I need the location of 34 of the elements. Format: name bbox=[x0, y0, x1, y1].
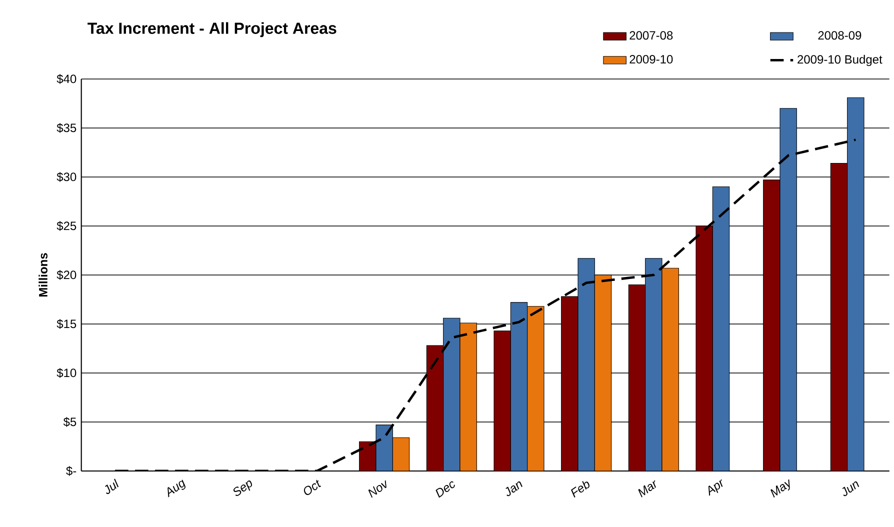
x-tick-label: Feb bbox=[570, 480, 590, 498]
bar bbox=[763, 180, 780, 471]
y-tick-label: $30 bbox=[56, 172, 76, 182]
y-axis-title: Millions bbox=[38, 253, 48, 297]
chart-title: Tax Increment - All Project Areas bbox=[88, 22, 336, 38]
legend-label: 2008-09 bbox=[818, 31, 862, 40]
legend-label: 2007-08 bbox=[630, 31, 673, 40]
x-tick-label: Dec bbox=[436, 481, 455, 498]
bar bbox=[830, 163, 848, 471]
y-tick-label: $10 bbox=[56, 368, 76, 378]
legend-label: 2009-10 bbox=[630, 55, 673, 64]
x-tick-label: Nov bbox=[368, 480, 386, 498]
y-tick-label: $35 bbox=[56, 123, 76, 133]
x-tick-label: Sep bbox=[233, 480, 252, 496]
bar bbox=[561, 296, 578, 471]
bar bbox=[696, 226, 713, 471]
legend-label: 2009-10 Budget bbox=[798, 54, 882, 66]
y-tick-label: $15 bbox=[56, 319, 76, 329]
bar bbox=[628, 284, 646, 471]
y-tick-label: $20 bbox=[56, 270, 76, 280]
bar bbox=[426, 345, 444, 471]
x-tick-label: Oct bbox=[304, 480, 322, 496]
x-tick-label: Jun bbox=[842, 481, 860, 496]
y-tick-label: $- bbox=[66, 466, 76, 476]
x-tick-label: Jan bbox=[506, 481, 522, 496]
x-tick-label: Aug bbox=[168, 480, 186, 498]
y-tick-label: $25 bbox=[56, 221, 76, 231]
x-tick-label: Jul bbox=[105, 478, 119, 494]
x-tick-label: Mar bbox=[638, 480, 656, 498]
bar bbox=[494, 330, 511, 471]
y-tick-label: $40 bbox=[56, 74, 76, 84]
x-tick-label: Apr bbox=[708, 479, 723, 496]
x-tick-label: May bbox=[770, 479, 790, 498]
y-tick-label: $5 bbox=[63, 417, 76, 427]
